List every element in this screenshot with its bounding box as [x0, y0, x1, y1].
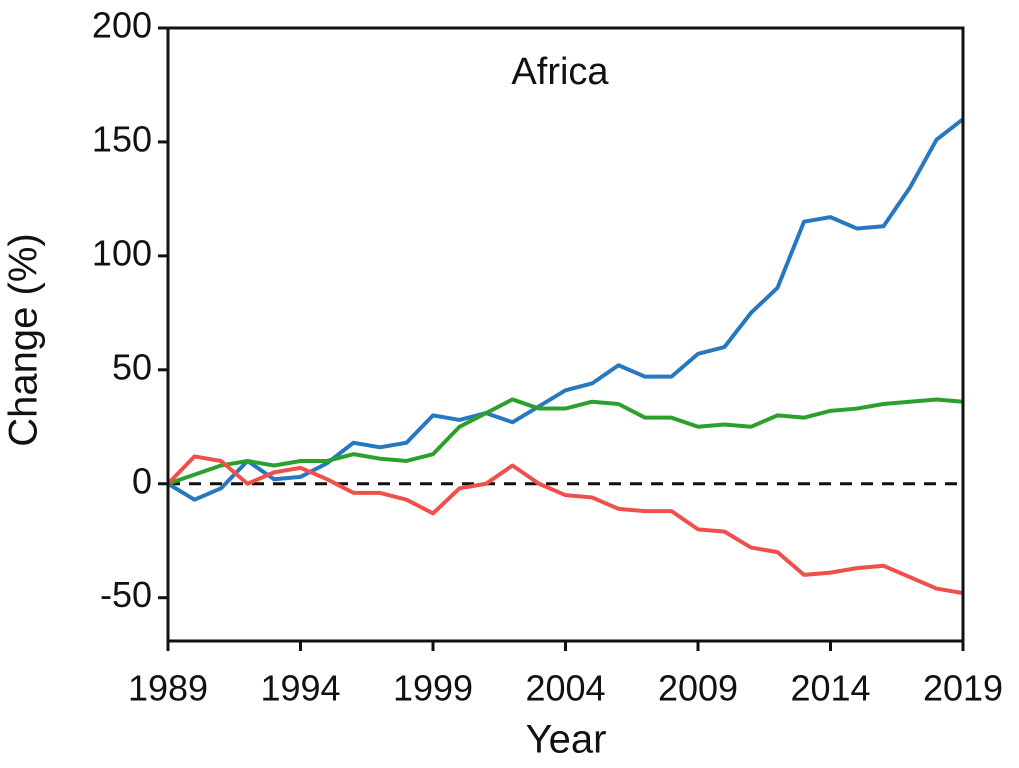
- data-line: [166, 454, 964, 596]
- x-tick-label: 2009: [658, 668, 738, 709]
- y-tick-label: 50: [112, 346, 152, 387]
- y-tick-label: 100: [92, 232, 152, 273]
- chart-title: Africa: [511, 51, 609, 93]
- data-line: [167, 397, 964, 486]
- data-line: [166, 117, 965, 502]
- x-tick-label: 1999: [393, 668, 473, 709]
- x-tick-label: 1989: [128, 668, 208, 709]
- y-tick-label: 200: [92, 5, 152, 46]
- x-axis-label: Year: [526, 718, 607, 762]
- y-tick-label: 0: [132, 460, 152, 501]
- x-tick-label: 1994: [260, 668, 340, 709]
- y-tick-label: 150: [92, 118, 152, 159]
- plot-frame: [166, 26, 965, 643]
- y-tick-label: -50: [100, 574, 152, 615]
- x-tick-label: 2004: [525, 668, 605, 709]
- y-axis-label: Change (%): [2, 233, 46, 446]
- x-tick-label: 2019: [923, 668, 1003, 709]
- x-tick-label: 2014: [790, 668, 870, 709]
